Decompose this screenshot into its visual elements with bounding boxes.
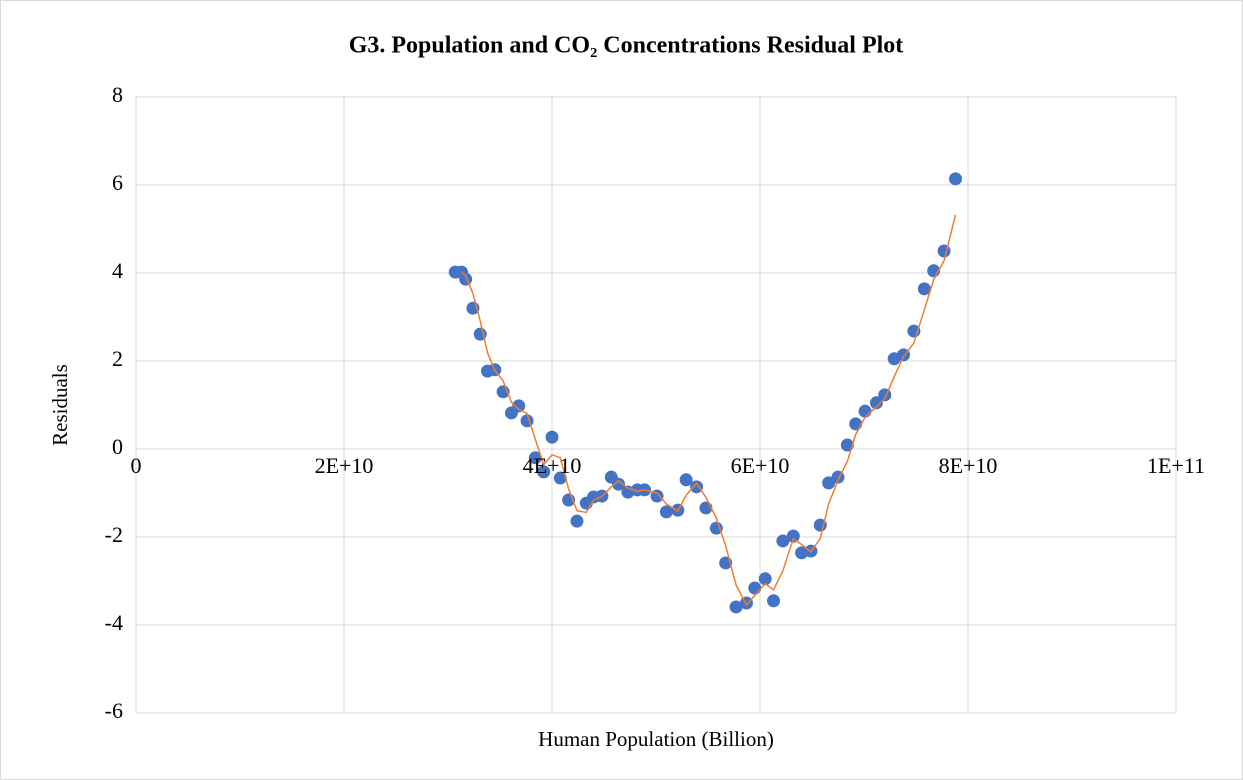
scatter-point <box>512 399 526 413</box>
scatter-point <box>767 594 781 608</box>
y-tick-label: -4 <box>105 610 123 635</box>
scatter-point <box>528 451 542 465</box>
scatter-point <box>545 430 559 444</box>
y-tick-label: 2 <box>112 346 123 371</box>
scatter-point <box>553 471 567 485</box>
y-tick-label: 0 <box>112 434 123 459</box>
scatter-point <box>822 476 836 490</box>
x-tick-label: 4E+10 <box>523 453 582 478</box>
scatter-point <box>917 282 931 296</box>
scatter-point <box>840 438 854 452</box>
scatter-point <box>459 272 473 286</box>
x-tick-label: 0 <box>131 453 142 478</box>
y-tick-label: 8 <box>112 82 123 107</box>
scatter-point <box>570 514 584 528</box>
y-tick-label: -6 <box>105 698 123 723</box>
scatter-point <box>709 521 723 535</box>
scatter-point <box>776 534 790 548</box>
scatter-point <box>729 600 743 614</box>
scatter-point <box>679 473 693 487</box>
x-tick-label: 2E+10 <box>315 453 374 478</box>
scatter-point <box>612 477 626 491</box>
scatter-point <box>937 244 951 258</box>
chart-title: G3. Population and CO₂ Concentrations Re… <box>349 33 904 59</box>
x-tick-label: 6E+10 <box>731 453 790 478</box>
scatter-point <box>748 581 762 595</box>
trend-line <box>461 214 957 607</box>
scatter-point <box>739 596 753 610</box>
x-axis-title: Human Population (Billion) <box>538 727 774 751</box>
x-tick-label: 1E+11 <box>1147 453 1205 478</box>
scatter-point <box>949 172 963 186</box>
scatter-point <box>849 417 863 431</box>
scatter-point <box>869 396 883 410</box>
scatter-point <box>659 505 673 519</box>
scatter-point <box>537 465 551 479</box>
y-tick-label: -2 <box>105 522 123 547</box>
marks <box>448 172 963 614</box>
scatter-point <box>858 404 872 418</box>
x-tick-label: 8E+10 <box>939 453 998 478</box>
scatter-point <box>786 529 800 543</box>
grid <box>135 96 1177 714</box>
y-tick-label: 4 <box>112 258 123 283</box>
scatter-point <box>758 572 772 586</box>
y-axis-title: Residuals <box>48 364 72 446</box>
scatter-point <box>690 480 704 494</box>
y-tick-label: 6 <box>112 170 123 195</box>
